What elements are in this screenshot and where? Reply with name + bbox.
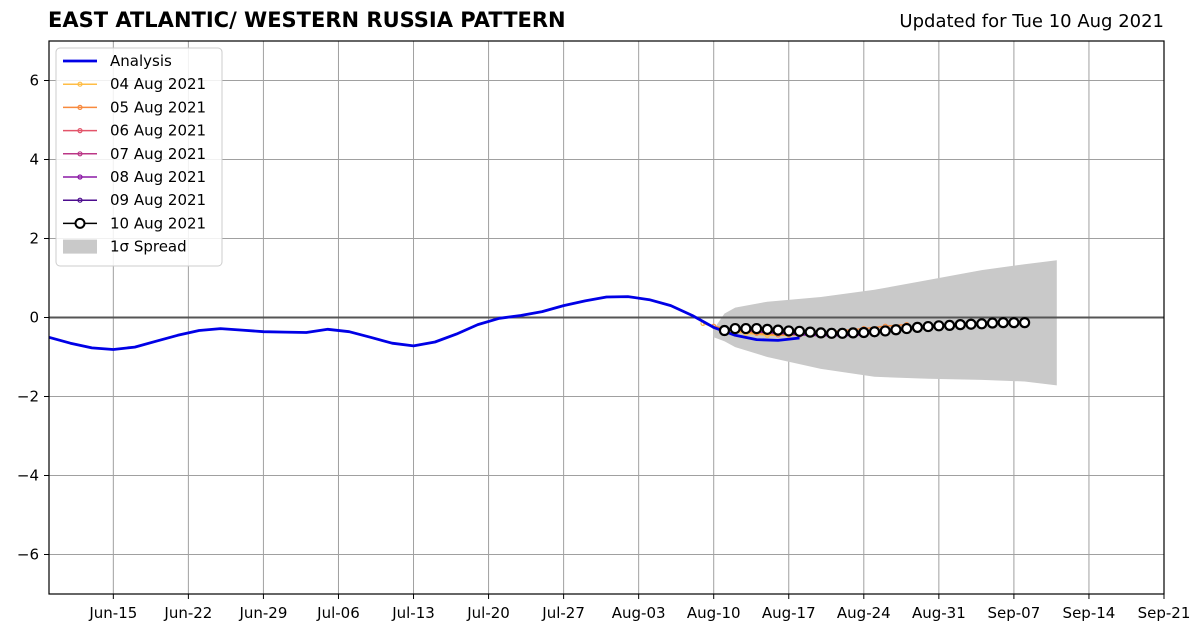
forecast-point-latest: [922, 320, 934, 333]
forecast-point-latest: [783, 325, 795, 337]
legend: Analysis 04 Aug 2021 05 Aug 2021 06 Aug 202…: [55, 47, 223, 267]
forecast-point-latest: [879, 325, 891, 337]
x-tick-label: Sep-21: [1138, 604, 1191, 622]
legend-swatch-spread: [63, 239, 97, 254]
legend-box: [55, 47, 223, 267]
forecast-point-latest: [997, 317, 1009, 329]
forecast-point-latest: [965, 318, 977, 330]
forecast-point-latest: [986, 317, 999, 329]
x-tick-label: Jun-15: [88, 604, 137, 622]
series-layer: [48, 295, 1031, 351]
forecast-point-latest: [815, 327, 827, 339]
x-tick-label: Aug-24: [837, 604, 891, 622]
forecast-point-latest: [729, 322, 741, 335]
legend-label: 04 Aug 2021: [110, 75, 206, 93]
x-tick-label: Sep-14: [1063, 604, 1116, 622]
legend-swatch-circle: [74, 217, 86, 229]
forecast-point-latest: [933, 320, 945, 332]
x-tick-label: Jul-13: [391, 604, 435, 622]
x-tick-label: Jul-27: [541, 604, 585, 622]
forecast-point-latest: [868, 326, 881, 338]
legend-label: 08 Aug 2021: [110, 168, 206, 186]
forecast-point-latest: [793, 325, 806, 337]
forecast-point-latest: [890, 324, 902, 336]
y-tick-label: 6: [29, 72, 39, 90]
forecast-point-latest: [1019, 317, 1031, 329]
x-tick-label: Aug-03: [612, 604, 666, 622]
forecast-point-latest: [718, 324, 731, 337]
legend-label: 1σ Spread: [110, 238, 187, 256]
legend-swatch-dot: [77, 128, 83, 134]
forecast-point-latest: [804, 326, 816, 338]
y-tick-label: −4: [17, 467, 39, 485]
legend-swatch-dot: [77, 197, 83, 203]
updated-date: Updated for Tue 10 Aug 2021: [899, 11, 1164, 32]
legend-swatch-dot: [77, 104, 83, 111]
forecast-point-latest: [943, 319, 956, 331]
spread-band: [713, 260, 1057, 386]
forecast-point-latest: [954, 319, 966, 331]
y-axis-ticks: 6 4 2 0 −2 −4 −6: [17, 72, 49, 564]
spread-area: [713, 260, 1057, 386]
y-tick-label: 0: [29, 309, 39, 327]
x-tick-label: Sep-07: [988, 604, 1041, 622]
forecast-point-latest: [858, 326, 870, 339]
x-tick-label: Aug-17: [762, 604, 816, 622]
legend-swatch-dot: [77, 174, 83, 180]
forecast-point-latest: [772, 324, 784, 336]
forecast-point-latest: [847, 327, 859, 339]
forecast-point-latest: [836, 327, 848, 339]
forecast-point-latest: [1008, 317, 1020, 329]
y-tick-label: 4: [29, 151, 39, 169]
legend-label: 05 Aug 2021: [110, 98, 206, 116]
forecast-point-latest: [901, 322, 913, 335]
legend-swatch-dot: [77, 81, 83, 87]
x-axis-ticks: Jun-15 Jun-22 Jun-29 Jul-06 Jul-13 Jul-20 Jul-…: [88, 594, 1190, 622]
forecast-point-latest: [750, 322, 763, 335]
legend-label: 06 Aug 2021: [110, 122, 206, 140]
legend-swatch-dot: [77, 151, 83, 157]
legend-label: Analysis: [110, 52, 172, 70]
x-tick-label: Jun-22: [163, 604, 212, 622]
x-tick-label: Jun-29: [238, 604, 287, 622]
y-tick-label: −6: [17, 546, 39, 564]
forecast-point-latest: [740, 322, 752, 335]
forecast-point-latest: [911, 321, 924, 333]
x-tick-label: Jul-20: [466, 604, 510, 622]
analysis-line: [48, 295, 800, 351]
forecast-point-latest: [976, 318, 988, 330]
legend-label: 07 Aug 2021: [110, 145, 206, 163]
forecast-point-latest: [761, 323, 773, 335]
x-tick-label: Aug-10: [687, 604, 741, 622]
legend-label: 10 Aug 2021: [110, 214, 206, 232]
x-tick-label: Jul-06: [316, 604, 360, 622]
forecast-point-latest: [826, 327, 838, 339]
y-tick-label: −2: [17, 388, 39, 406]
y-tick-label: 2: [29, 230, 39, 248]
chart-title: EAST ATLANTIC/ WESTERN RUSSIA PATTERN: [48, 8, 566, 32]
legend-label: 09 Aug 2021: [110, 191, 206, 209]
x-tick-label: Aug-31: [912, 604, 966, 622]
